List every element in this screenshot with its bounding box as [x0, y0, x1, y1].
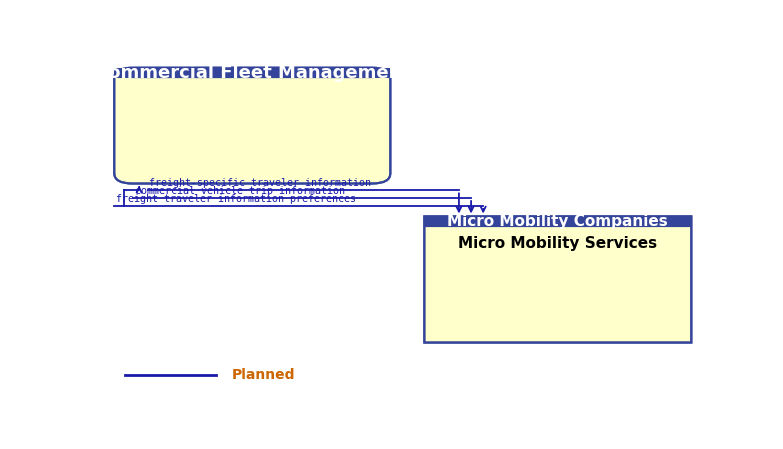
Bar	[114, 72, 391, 78]
Bar	[424, 221, 691, 227]
Text: Micro Mobility Services: Micro Mobility Services	[458, 236, 658, 251]
Text: freight-specific traveler information: freight-specific traveler information	[150, 178, 371, 189]
Text: Micro Mobility Companies: Micro Mobility Companies	[447, 214, 668, 229]
Bar	[114, 68, 391, 78]
Text: Commercial Fleet Management: Commercial Fleet Management	[95, 64, 410, 82]
Bar	[424, 216, 691, 227]
FancyBboxPatch shape	[114, 68, 391, 78]
Text: commercial vehicle trip information: commercial vehicle trip information	[135, 186, 345, 196]
Text: Planned: Planned	[232, 368, 295, 382]
FancyBboxPatch shape	[114, 68, 391, 184]
FancyBboxPatch shape	[424, 216, 691, 227]
FancyBboxPatch shape	[424, 216, 691, 343]
Text: freight traveler information preferences: freight traveler information preferences	[116, 194, 356, 204]
